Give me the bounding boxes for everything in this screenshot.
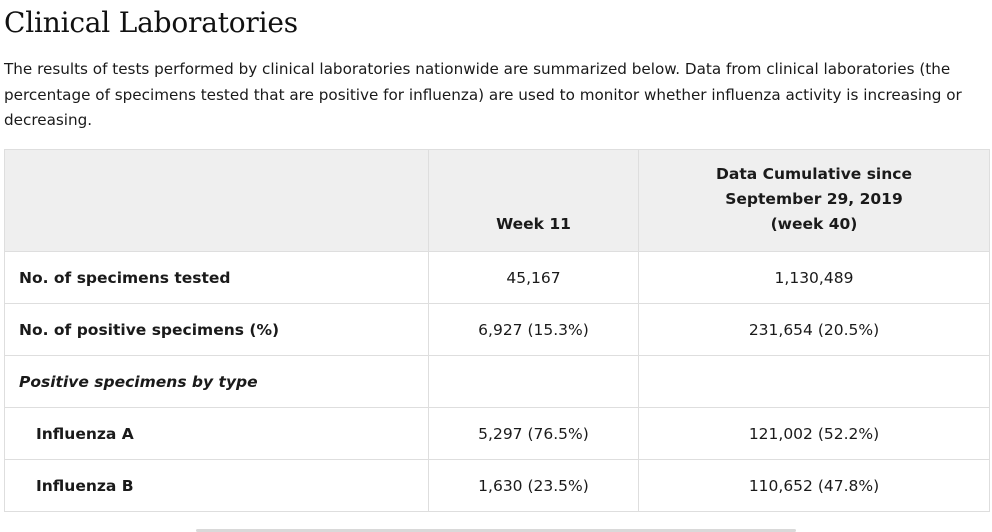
horizontal-scrollbar[interactable] [196, 529, 796, 532]
table-row-specimens-tested: No. of specimens tested 45,167 1,130,489 [4, 251, 990, 304]
week-value: 1,630 (23.5%) [428, 459, 639, 512]
page-title: Clinical Laboratories [4, 6, 298, 39]
header-cumulative-line3: (week 40) [770, 215, 858, 233]
week-value: 6,927 (15.3%) [428, 303, 639, 356]
week-value: 5,297 (76.5%) [428, 407, 639, 460]
table-header: Week 11 Data Cumulative since September … [4, 149, 990, 252]
clinical-lab-table: Week 11 Data Cumulative since September … [4, 149, 990, 512]
header-cumulative: Data Cumulative since September 29, 2019… [638, 149, 990, 252]
header-cumulative-line2: September 29, 2019 [725, 190, 903, 208]
row-label: No. of specimens tested [4, 251, 429, 304]
table-body: No. of specimens tested 45,167 1,130,489… [4, 251, 990, 512]
table-row-positive-specimens: No. of positive specimens (%) 6,927 (15.… [4, 303, 990, 356]
week-value [428, 355, 639, 408]
intro-paragraph: The results of tests performed by clinic… [4, 60, 962, 129]
table-row-influenza-a: Influenza A 5,297 (76.5%) 121,002 (52.2%… [4, 407, 990, 460]
row-label: No. of positive specimens (%) [4, 303, 429, 356]
header-empty-cell [4, 149, 429, 252]
header-row: Week 11 Data Cumulative since September … [4, 149, 990, 252]
header-week: Week 11 [428, 149, 639, 252]
table-row-by-type: Positive specimens by type [4, 355, 990, 408]
cumulative-value: 1,130,489 [638, 251, 990, 304]
row-label: Positive specimens by type [4, 355, 429, 408]
row-label: Influenza A [4, 407, 429, 460]
table-row-influenza-b: Influenza B 1,630 (23.5%) 110,652 (47.8%… [4, 459, 990, 512]
cumulative-value: 231,654 (20.5%) [638, 303, 990, 356]
cumulative-value [638, 355, 990, 408]
cumulative-value: 121,002 (52.2%) [638, 407, 990, 460]
header-cumulative-line1: Data Cumulative since [716, 165, 912, 183]
row-label: Influenza B [4, 459, 429, 512]
week-value: 45,167 [428, 251, 639, 304]
cumulative-value: 110,652 (47.8%) [638, 459, 990, 512]
